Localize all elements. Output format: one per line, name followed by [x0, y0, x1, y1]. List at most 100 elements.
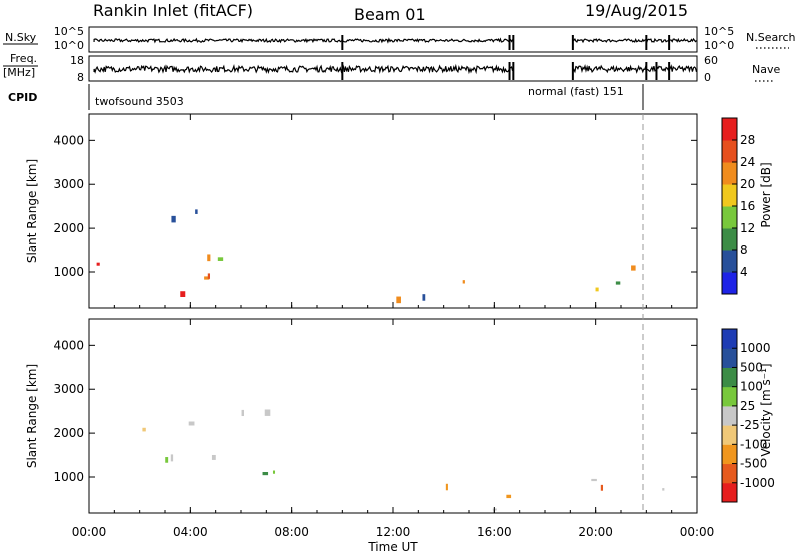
echo-cell — [195, 209, 198, 214]
nave-tick-bottom: 0 — [704, 71, 711, 84]
colorbar-tick-label: 1000 — [740, 341, 771, 355]
echo-cell — [207, 254, 211, 262]
cpid-label: CPID — [8, 91, 37, 104]
colorbar-tick-label: -25 — [740, 418, 760, 432]
y-tick-label: 2000 — [53, 221, 84, 235]
colorbar-frame — [721, 328, 738, 503]
freq-panel-frame — [88, 55, 698, 82]
colorbar-swatch — [722, 348, 737, 368]
nsky-panel-frame — [88, 26, 698, 53]
x-tick-label: 16:00 — [477, 525, 512, 539]
colorbar-tick-label: 4 — [740, 265, 748, 279]
power-y-axis-label: Slant Range [km] — [25, 159, 39, 263]
time-axis-label: Time UT — [367, 540, 418, 554]
power-colorbar: 4 8 12 16 20 24 28 — [721, 117, 755, 295]
x-tick-label: 00:00 — [680, 525, 715, 539]
colorbar-swatch — [722, 463, 737, 484]
colorbar-tick-label: 24 — [740, 155, 755, 169]
velocity-y-axis-label: Slant Range [km] — [25, 364, 39, 468]
y-tick-label: 1000 — [53, 265, 84, 279]
beam-label: Beam 01 — [354, 5, 426, 24]
velocity-panel: 1000 2000 3000 4000 Slant Range [km] — [25, 318, 698, 514]
colorbar-tick-label: 28 — [740, 133, 755, 147]
velocity-colorbar: -1000 -500 -100 -25 25 100 500 1000 — [721, 328, 775, 503]
colorbar-swatch — [722, 425, 737, 445]
echo-cell — [171, 215, 176, 223]
echo-cell — [207, 273, 211, 279]
echo-cell — [445, 483, 448, 491]
colorbar-swatch — [722, 386, 737, 407]
echo-cell — [180, 291, 186, 297]
colorbar-tick-label: 12 — [740, 221, 755, 235]
colorbar-tick-label: 16 — [740, 199, 755, 213]
colorbar-swatch — [722, 329, 737, 349]
colorbar-tick-label: -1000 — [740, 476, 775, 490]
echo-cell — [506, 494, 512, 499]
nsearch-tick-bottom: 10^0 — [704, 39, 734, 52]
colorbar-tick-label: 8 — [740, 243, 748, 257]
echo-cell — [264, 409, 271, 416]
colorbar-swatch — [722, 367, 737, 388]
colorbar-swatch — [722, 444, 737, 465]
freq-trace — [93, 62, 698, 80]
colorbar-tick-label: 500 — [740, 360, 763, 374]
x-tick-label: 12:00 — [376, 525, 411, 539]
colorbar-swatch — [722, 482, 737, 503]
echo-cell — [595, 287, 599, 292]
echo-cell — [188, 421, 195, 426]
nsky-tick-top: 10^5 — [54, 25, 84, 38]
nsearch-tick-top: 10^5 — [704, 25, 734, 38]
power-panel-background — [89, 114, 697, 308]
echo-cell — [211, 454, 216, 460]
nsky-trace — [93, 35, 697, 50]
nave-tick-top: 60 — [704, 54, 718, 67]
echo-cell — [262, 471, 269, 476]
colorbar-swatch — [722, 228, 737, 251]
date-label: 19/Aug/2015 — [585, 1, 688, 20]
echo-cell — [204, 276, 210, 280]
velocity-echo-cells — [142, 409, 665, 511]
x-tick-label: 08:00 — [274, 525, 309, 539]
velocity-colorbar-label: Velocity [m s⁻¹] — [759, 363, 773, 456]
nsky-label: N.Sky — [5, 31, 37, 44]
colorbar-swatch — [722, 140, 737, 163]
colorbar-tick-label: 25 — [740, 399, 755, 413]
y-tick-label: 4000 — [53, 338, 84, 352]
echo-cell — [396, 296, 401, 304]
colorbar-tick-label: 20 — [740, 177, 755, 191]
echo-cell — [170, 454, 174, 462]
velocity-y-axis: 1000 2000 3000 4000 — [53, 338, 697, 484]
echo-cell — [272, 470, 276, 474]
cpid-mode-1: twofsound 3503 — [95, 95, 184, 108]
figure-title: Rankin Inlet (fitACF) — [93, 1, 253, 20]
colorbar-swatch — [722, 184, 737, 207]
echo-cell — [96, 262, 100, 266]
colorbar-tick-label: -500 — [740, 457, 767, 471]
y-tick-label: 2000 — [53, 426, 84, 440]
y-tick-label: 3000 — [53, 382, 84, 396]
trace-line — [93, 63, 698, 75]
echo-cell — [662, 488, 665, 491]
power-colorbar-label: Power [dB] — [759, 162, 773, 227]
freq-label-line1: Freq. — [10, 52, 37, 65]
echo-cell — [422, 294, 426, 301]
echo-cell — [631, 265, 636, 271]
x-tick-label: 00:00 — [72, 525, 107, 539]
echo-cell — [241, 409, 245, 417]
colorbar-tick-label: -100 — [740, 437, 767, 451]
y-tick-label: 3000 — [53, 177, 84, 191]
colorbar-swatch — [722, 405, 737, 426]
freq-label-line2: [MHz] — [3, 66, 35, 79]
velocity-panel-background — [89, 319, 697, 513]
y-tick-label: 4000 — [53, 133, 84, 147]
power-y-axis: 1000 2000 3000 4000 — [53, 133, 697, 279]
colorbar-swatch — [722, 118, 737, 141]
time-x-axis: 00:00 04:00 08:00 12:00 16:00 20:00 00:00 — [72, 114, 715, 539]
freq-tick-top: 18 — [70, 54, 84, 67]
echo-cell — [165, 457, 169, 463]
colorbar-swatch — [722, 250, 737, 273]
colorbar-swatch — [722, 162, 737, 185]
x-tick-label: 20:00 — [578, 525, 613, 539]
echo-cell — [615, 281, 621, 285]
